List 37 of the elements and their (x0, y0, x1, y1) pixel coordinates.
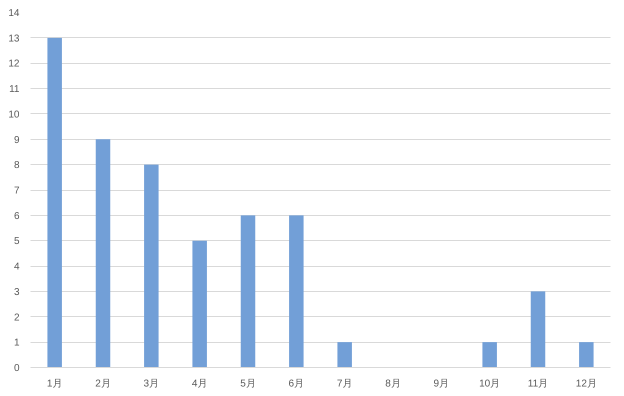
bar (47, 38, 62, 368)
bar (579, 342, 594, 368)
bar (192, 240, 207, 368)
y-tick-label: 7 (14, 186, 20, 196)
bar (240, 215, 256, 368)
x-tick-label: 6月 (288, 378, 304, 390)
x-tick-label: 7月 (336, 378, 352, 390)
y-tick-label: 14 (8, 8, 20, 19)
y-tick-label: 2 (14, 312, 20, 324)
x-tick-label: 4月 (192, 378, 208, 390)
bar (530, 291, 546, 368)
y-tick-label: 12 (8, 58, 20, 70)
bar (96, 139, 110, 368)
x-tick-label: 3月 (144, 378, 160, 390)
y-tick-label: 4 (14, 262, 20, 273)
x-tick-label: 1月 (46, 378, 62, 390)
x-tick-label: 12月 (576, 378, 597, 390)
y-tick-label: 3 (14, 286, 20, 298)
x-tick-label: 5月 (240, 378, 256, 390)
y-tick-label: 11 (9, 84, 20, 96)
y-tick-label: 1 (14, 338, 20, 349)
y-tick-label: 6 (14, 210, 20, 222)
y-tick-label: 5 (14, 236, 20, 248)
bar (144, 164, 159, 368)
bar (337, 342, 352, 368)
x-tick-label: 11月 (528, 378, 548, 390)
bar (289, 215, 304, 368)
y-tick-label: 8 (14, 160, 20, 172)
x-tick-label: 10月 (479, 378, 500, 390)
x-tick-label: 8月 (385, 378, 401, 390)
x-tick-label: 9月 (434, 378, 450, 390)
bar (482, 342, 497, 368)
y-tick-label: 0 (14, 363, 20, 374)
y-tick-label: 10 (8, 109, 20, 120)
x-tick-label: 2月 (95, 378, 111, 390)
y-tick-label: 13 (8, 33, 20, 44)
y-tick-label: 9 (14, 134, 20, 146)
